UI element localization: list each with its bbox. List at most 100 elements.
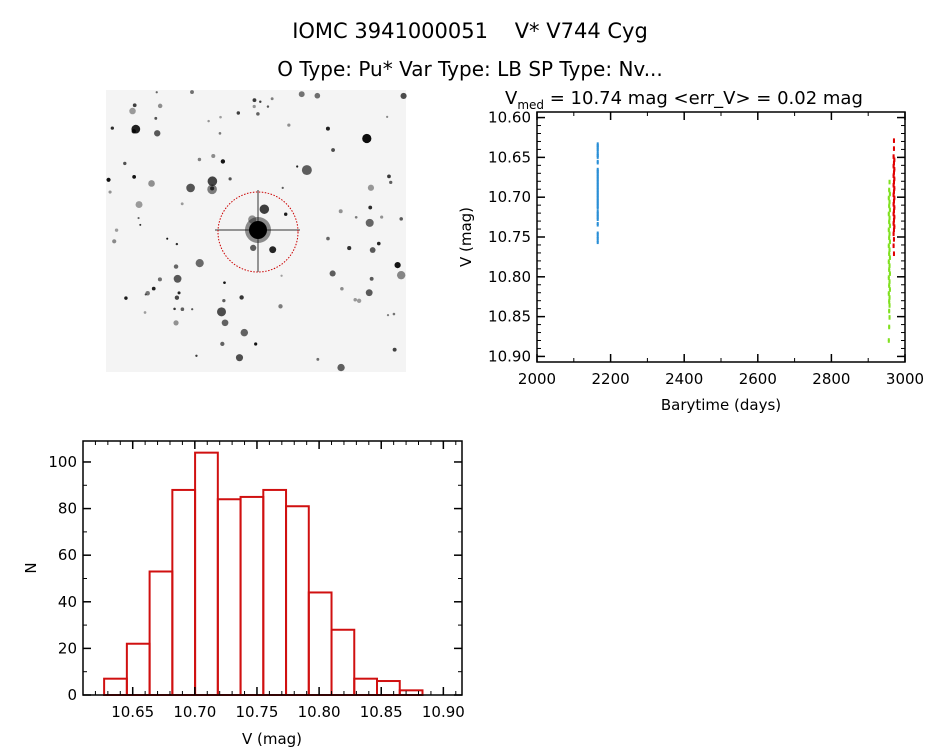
- star: [166, 237, 169, 240]
- data-point: [596, 206, 599, 210]
- star: [177, 291, 181, 295]
- star: [329, 270, 336, 277]
- light-curve-x-tick-label: 2200: [592, 370, 630, 388]
- data-point: [596, 205, 599, 209]
- data-point: [888, 303, 891, 307]
- data-point: [596, 214, 599, 218]
- data-point: [596, 213, 599, 217]
- histogram-bar: [239, 495, 265, 696]
- light-curve-x-tick-label: 2800: [812, 370, 850, 388]
- data-point: [888, 295, 891, 299]
- data-point: [596, 235, 599, 239]
- star: [211, 153, 216, 159]
- star: [354, 215, 358, 219]
- histogram-y-tick-label: 100: [48, 453, 77, 471]
- light-curve-x-tick-label: 2600: [739, 370, 777, 388]
- data-point: [892, 222, 895, 226]
- star: [219, 115, 222, 119]
- data-point: [596, 210, 599, 214]
- data-point: [888, 223, 891, 227]
- data-point: [888, 221, 891, 225]
- star: [186, 183, 195, 193]
- data-point: [888, 284, 891, 288]
- histogram-x-tick-label: 10.75: [235, 703, 278, 721]
- light-curve-y-tick-label: 10.75: [488, 228, 531, 246]
- star: [301, 165, 312, 176]
- data-point: [893, 197, 896, 201]
- star: [386, 115, 389, 118]
- star: [278, 304, 283, 309]
- histogram-xlabel: V (mag): [242, 730, 302, 747]
- data-point: [892, 154, 895, 158]
- data-point: [892, 231, 895, 235]
- histogram-bar: [148, 570, 174, 697]
- star: [240, 328, 249, 337]
- data-point: [893, 157, 896, 161]
- data-point: [596, 186, 599, 190]
- histogram-x-tick-label: 10.65: [111, 703, 154, 721]
- data-point: [892, 147, 895, 151]
- star: [236, 111, 241, 115]
- data-point: [888, 300, 891, 304]
- data-point: [888, 264, 891, 268]
- star: [337, 363, 345, 372]
- star: [145, 291, 150, 296]
- star: [131, 124, 141, 134]
- data-point: [596, 181, 599, 185]
- star: [252, 104, 256, 109]
- star: [197, 157, 202, 162]
- data-point: [892, 229, 895, 233]
- data-point: [892, 213, 895, 217]
- data-point: [888, 217, 891, 221]
- star: [266, 105, 270, 108]
- data-point: [892, 210, 895, 214]
- data-point: [888, 326, 891, 330]
- data-point: [888, 239, 891, 243]
- data-point: [888, 283, 891, 287]
- data-point: [888, 193, 891, 197]
- star: [190, 90, 194, 94]
- data-point: [888, 249, 891, 253]
- data-point: [892, 194, 895, 198]
- star: [362, 133, 372, 144]
- data-point: [892, 211, 895, 215]
- star: [223, 281, 226, 285]
- star: [270, 97, 274, 101]
- data-point: [888, 304, 891, 308]
- star: [396, 270, 406, 280]
- star: [175, 242, 179, 246]
- data-point: [888, 280, 891, 284]
- star: [367, 184, 375, 191]
- star: [173, 274, 182, 283]
- data-point: [892, 160, 895, 164]
- data-point: [888, 207, 891, 211]
- histogram-bar: [194, 451, 219, 696]
- star: [173, 320, 179, 326]
- histogram-bar: [376, 680, 401, 697]
- star: [218, 132, 222, 135]
- data-point: [893, 205, 896, 209]
- star: [154, 130, 161, 137]
- data-point: [892, 163, 895, 167]
- data-point: [892, 227, 895, 231]
- data-point: [888, 237, 891, 241]
- data-point: [888, 315, 891, 319]
- data-point: [888, 219, 891, 223]
- histogram-bar: [307, 591, 333, 697]
- star: [123, 161, 127, 166]
- data-point: [888, 288, 891, 292]
- star: [338, 209, 343, 214]
- data-point: [596, 151, 599, 155]
- data-point: [596, 241, 599, 245]
- data-point: [596, 170, 599, 174]
- star: [114, 228, 119, 232]
- data-point: [892, 221, 895, 225]
- star-field: [106, 90, 407, 372]
- star: [252, 98, 257, 103]
- data-point: [596, 178, 599, 182]
- data-point: [596, 211, 599, 215]
- data-point: [888, 201, 891, 205]
- star: [207, 176, 218, 187]
- star: [259, 100, 262, 104]
- star: [173, 307, 176, 311]
